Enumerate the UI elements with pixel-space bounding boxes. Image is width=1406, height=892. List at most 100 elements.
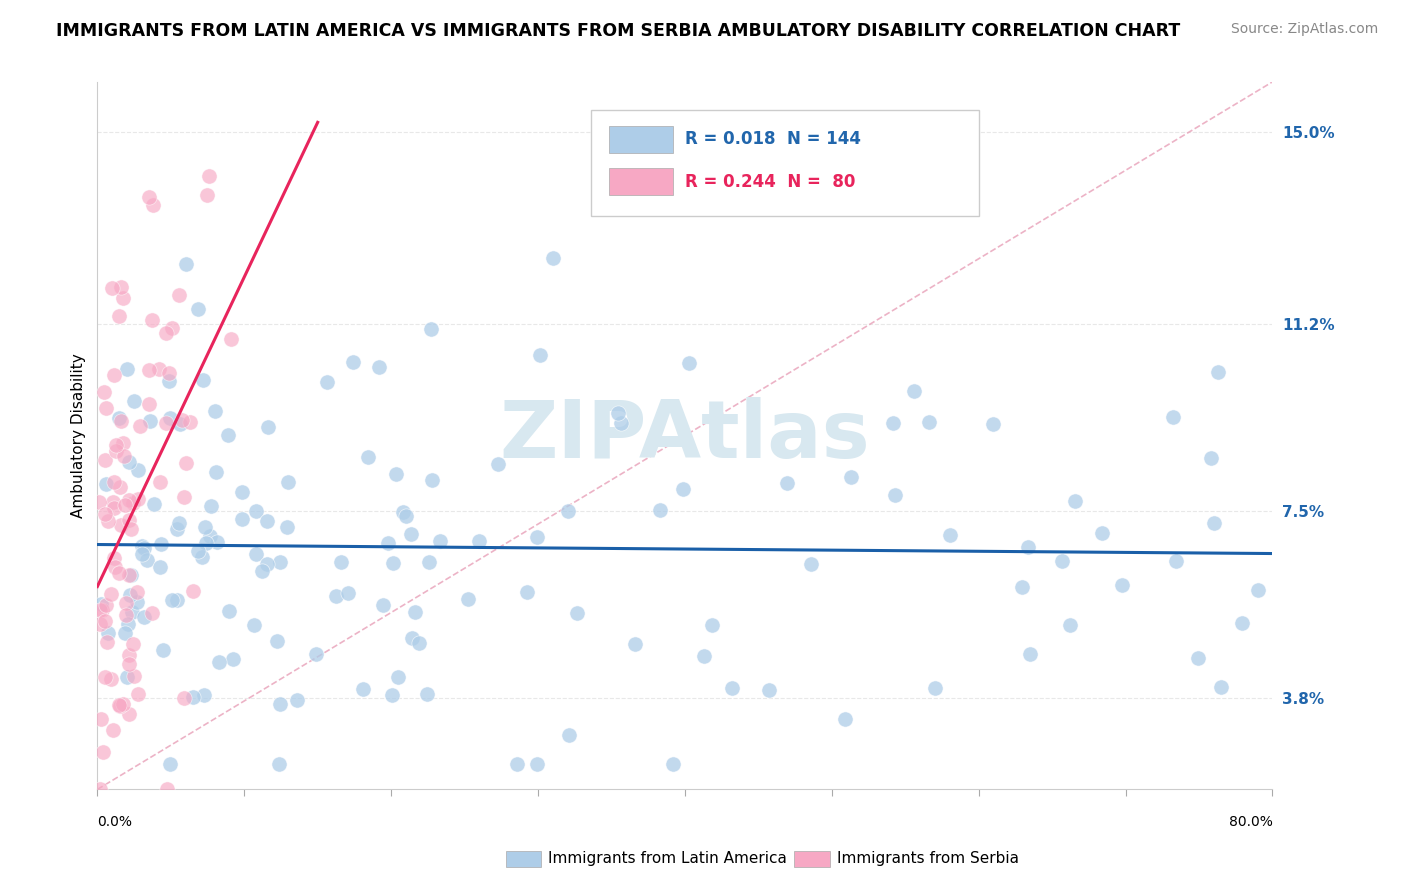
Point [399,527,422,541]
Point [93,452,115,467]
Point [114,608,136,623]
Point [418,555,440,569]
Point [186,544,208,558]
Point [221,652,243,666]
Text: ZIPAtlas: ZIPAtlas [499,397,870,475]
Point [529,348,551,362]
Point [110,414,132,428]
Point [422,473,444,487]
Point [105,444,128,458]
Point [173,490,195,504]
Point [132,609,155,624]
Point [96,476,118,491]
Point [218,604,240,618]
Point [89,617,111,632]
Point [112,450,135,464]
Point [118,455,141,469]
Point [181,690,204,704]
Point [122,637,145,651]
Point [107,698,129,712]
Point [156,782,179,797]
Point [142,497,165,511]
Point [187,301,209,316]
Point [329,556,352,570]
Point [131,539,153,553]
Point [256,514,278,528]
Point [839,469,862,483]
Point [162,593,184,607]
Point [103,368,125,382]
Point [231,511,253,525]
Text: IMMIGRANTS FROM LATIN AMERICA VS IMMIGRANTS FROM SERBIA AMBULATORY DISABILITY CO: IMMIGRANTS FROM LATIN AMERICA VS IMMIGRA… [56,22,1181,40]
Point [194,519,217,533]
Point [468,534,491,549]
Point [94,401,117,415]
Point [167,516,190,531]
Point [117,657,139,671]
Point [94,599,117,613]
Point [103,550,125,565]
Point [191,549,214,564]
Point [115,670,138,684]
Point [198,169,221,184]
Point [408,636,430,650]
Point [221,332,243,346]
Point [157,366,180,380]
Point [138,363,160,377]
Point [103,475,125,489]
Point [200,500,222,514]
Point [90,603,112,617]
Text: Source: ZipAtlas.com: Source: ZipAtlas.com [1230,22,1378,37]
Point [1230,616,1253,631]
Point [245,547,267,561]
Point [118,648,141,663]
Point [557,504,579,518]
Point [120,522,142,536]
Point [94,670,117,684]
Point [541,251,564,265]
Point [155,416,177,430]
Point [108,480,131,494]
Point [287,693,309,707]
Point [395,509,418,524]
Point [758,682,780,697]
Point [606,406,628,420]
Point [118,513,141,527]
Point [1091,526,1114,541]
Point [112,435,135,450]
Point [367,360,389,375]
Point [91,745,114,759]
Point [266,634,288,648]
Point [101,280,124,294]
Point [401,631,423,645]
Point [100,672,122,686]
Point [392,505,415,519]
Point [135,553,157,567]
Point [693,648,716,663]
Point [117,617,139,632]
Point [101,723,124,737]
Point [193,688,215,702]
Point [983,417,1005,432]
Point [129,418,152,433]
Point [110,517,132,532]
Point [1011,580,1033,594]
Point [1199,450,1222,465]
Point [357,450,380,464]
Point [125,595,148,609]
Point [90,598,112,612]
Point [325,590,347,604]
Point [127,687,149,701]
Point [198,529,221,543]
Point [138,189,160,203]
Point [1187,651,1209,665]
Point [387,670,409,684]
Point [159,411,181,425]
Point [776,476,799,491]
Point [205,535,228,549]
Point [1063,494,1085,508]
Point [108,309,131,323]
Point [672,482,695,496]
Text: R = 0.018  N = 144: R = 0.018 N = 144 [685,130,860,148]
Point [90,712,112,726]
